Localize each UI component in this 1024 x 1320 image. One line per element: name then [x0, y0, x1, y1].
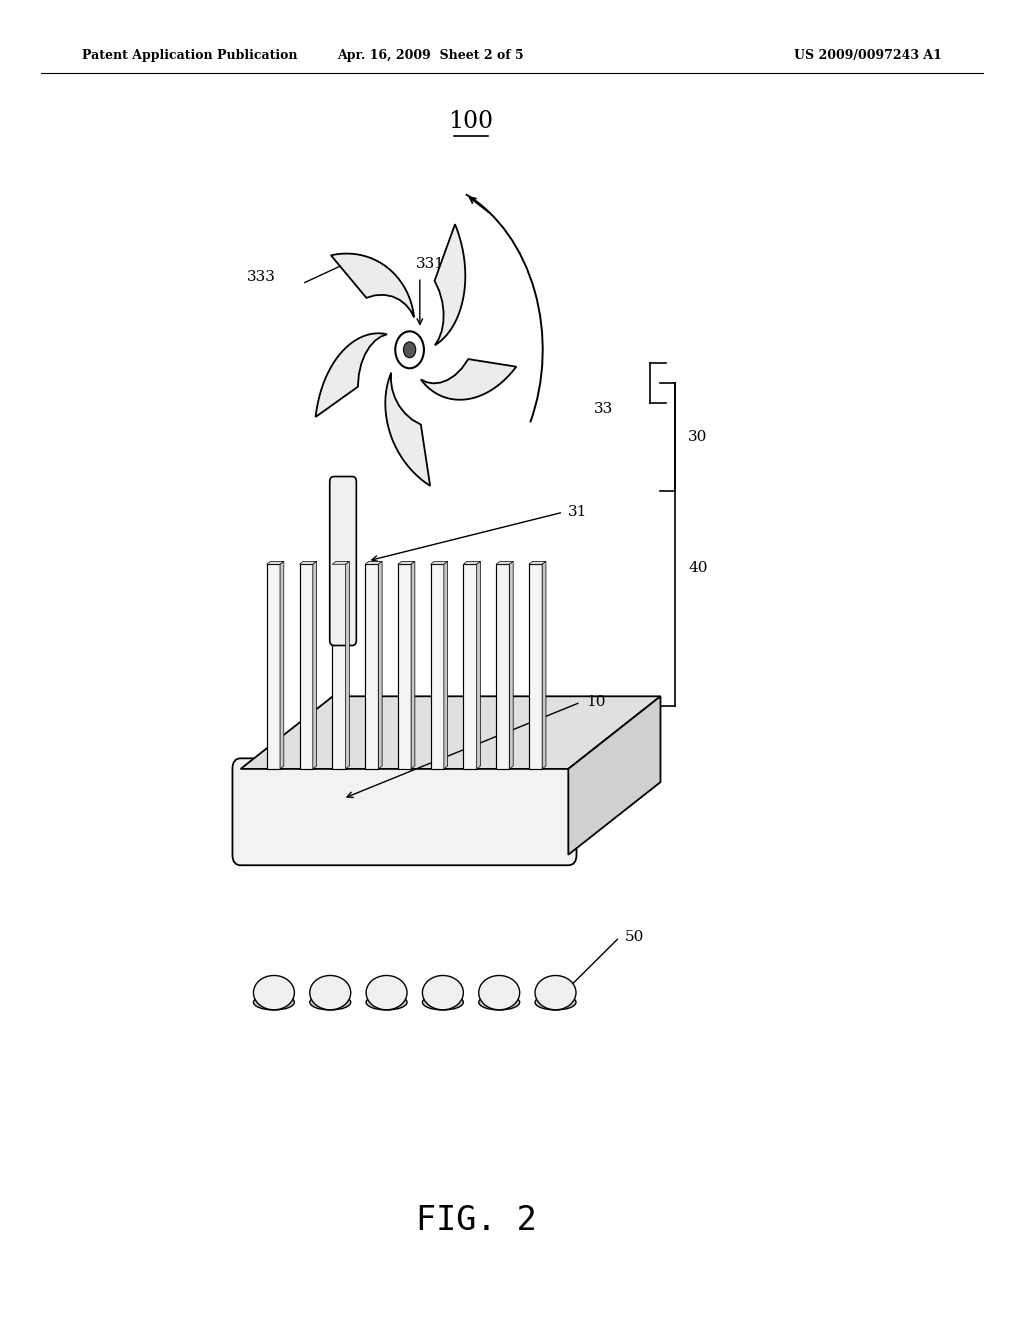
Polygon shape — [529, 561, 546, 565]
Text: US 2009/0097243 A1: US 2009/0097243 A1 — [795, 49, 942, 62]
Text: 30: 30 — [688, 430, 708, 444]
Text: 331: 331 — [416, 257, 444, 271]
Bar — [266, 565, 281, 768]
Bar — [365, 565, 379, 768]
Polygon shape — [300, 561, 316, 565]
Polygon shape — [379, 561, 382, 768]
Ellipse shape — [535, 994, 575, 1010]
Text: 50: 50 — [625, 931, 644, 944]
Ellipse shape — [366, 994, 408, 1010]
FancyBboxPatch shape — [232, 758, 577, 866]
Polygon shape — [313, 561, 316, 768]
Polygon shape — [543, 561, 546, 768]
Bar — [463, 565, 477, 768]
Polygon shape — [397, 561, 415, 565]
Text: 31: 31 — [568, 506, 588, 519]
Polygon shape — [477, 561, 480, 768]
Text: FIG. 2: FIG. 2 — [416, 1204, 537, 1238]
Circle shape — [403, 342, 416, 358]
Ellipse shape — [479, 994, 520, 1010]
Ellipse shape — [422, 994, 464, 1010]
Text: Apr. 16, 2009  Sheet 2 of 5: Apr. 16, 2009 Sheet 2 of 5 — [337, 49, 523, 62]
Ellipse shape — [422, 975, 464, 1010]
Ellipse shape — [309, 994, 350, 1010]
Polygon shape — [463, 561, 480, 565]
Bar — [496, 565, 510, 768]
Text: 10: 10 — [586, 696, 605, 709]
Polygon shape — [568, 697, 660, 855]
Polygon shape — [444, 561, 447, 768]
Bar — [431, 565, 444, 768]
Text: 100: 100 — [449, 110, 494, 133]
Ellipse shape — [254, 994, 295, 1010]
Polygon shape — [315, 333, 387, 417]
Bar — [300, 565, 313, 768]
Polygon shape — [332, 561, 349, 565]
Polygon shape — [421, 359, 516, 400]
Ellipse shape — [479, 975, 520, 1010]
Text: 333: 333 — [247, 271, 275, 284]
Polygon shape — [266, 561, 284, 565]
Ellipse shape — [366, 975, 408, 1010]
Circle shape — [395, 331, 424, 368]
Polygon shape — [385, 372, 430, 486]
Ellipse shape — [535, 975, 575, 1010]
Polygon shape — [431, 561, 447, 565]
Polygon shape — [510, 561, 513, 768]
Text: 33: 33 — [594, 403, 613, 416]
Polygon shape — [412, 561, 415, 768]
Polygon shape — [365, 561, 382, 565]
Bar — [529, 565, 543, 768]
Ellipse shape — [254, 975, 295, 1010]
Polygon shape — [496, 561, 513, 565]
FancyBboxPatch shape — [330, 477, 356, 645]
Bar — [397, 565, 412, 768]
Polygon shape — [331, 253, 414, 317]
Polygon shape — [281, 561, 284, 768]
Text: 40: 40 — [688, 561, 708, 574]
Polygon shape — [434, 224, 465, 346]
Bar — [332, 565, 346, 768]
Ellipse shape — [309, 975, 350, 1010]
Text: Patent Application Publication: Patent Application Publication — [82, 49, 297, 62]
Polygon shape — [346, 561, 349, 768]
Polygon shape — [241, 697, 660, 768]
